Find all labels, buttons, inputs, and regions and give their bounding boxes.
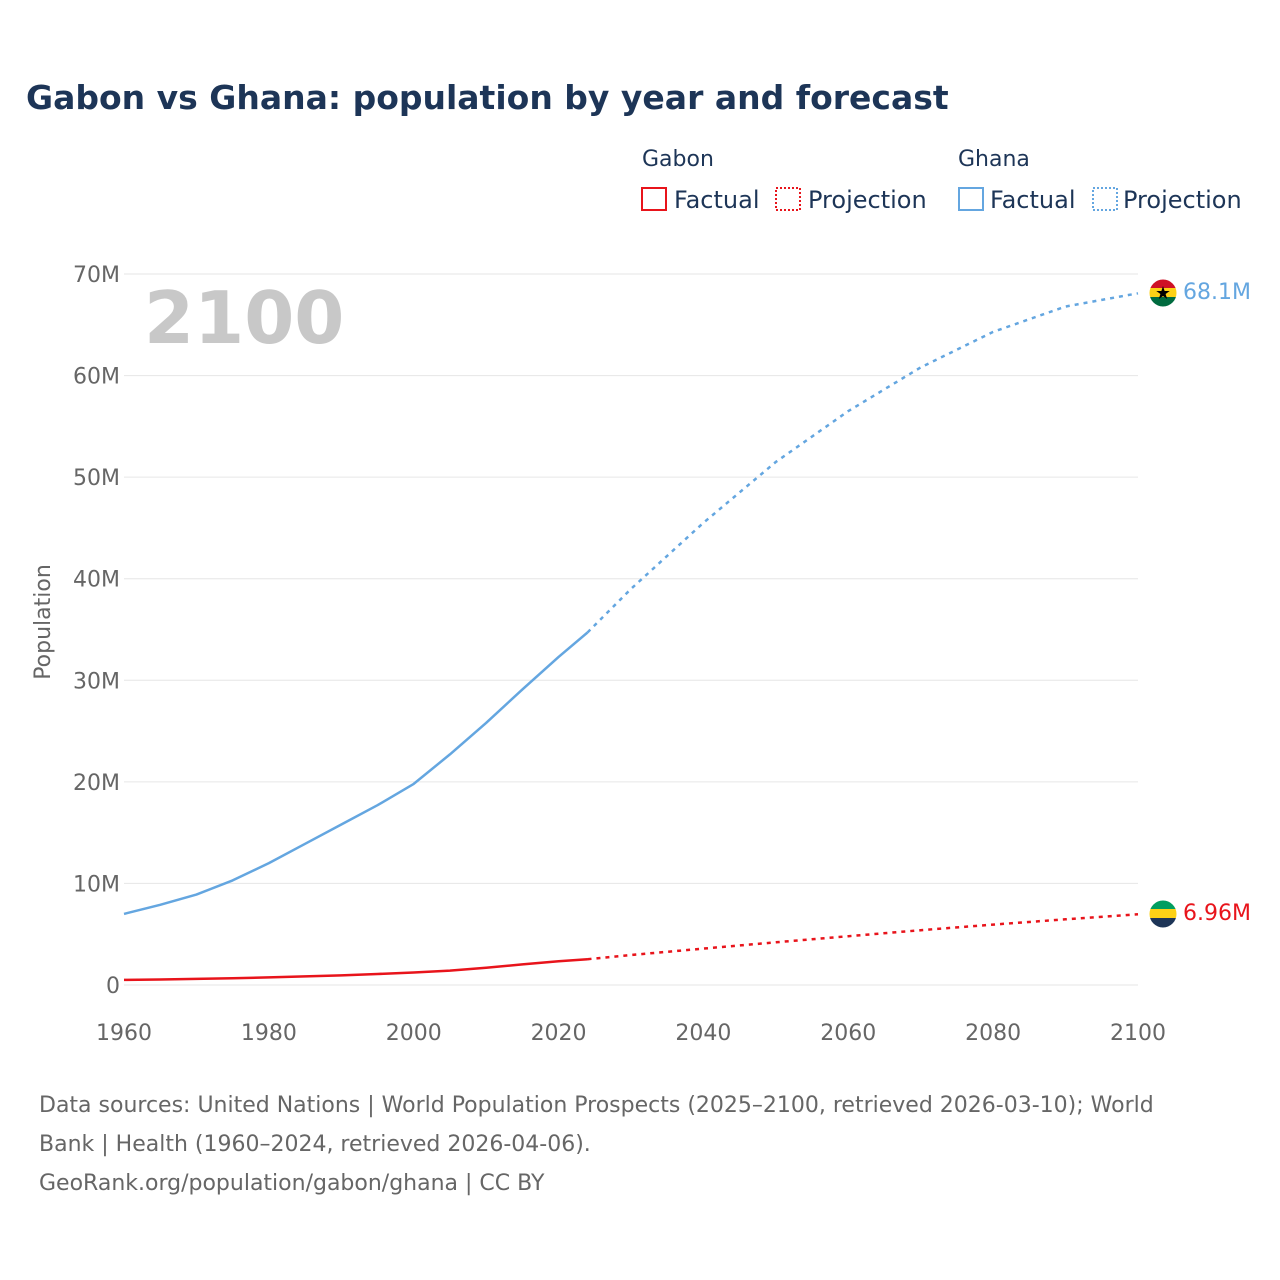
ghana-factual-line[interactable] [123, 631, 589, 916]
x-tick-label: 1980 [241, 1021, 297, 1046]
x-tick-label: 2000 [386, 1021, 442, 1046]
series-lines [123, 292, 1139, 982]
y-axis-ticks: 0 10M 20M 30M 40M 50M 60M 70M [73, 263, 120, 999]
x-tick-label: 2060 [820, 1021, 876, 1046]
y-tick-label: 0 [106, 974, 120, 999]
legend-label-ghana-factual[interactable]: Factual [990, 186, 1076, 214]
legend-group-gabon: Gabon [642, 147, 714, 172]
current-year-label: 2100 [144, 276, 344, 360]
y-tick-label: 40M [73, 568, 120, 593]
ghana-flag-icon [1148, 278, 1178, 308]
x-tick-label: 1960 [96, 1021, 152, 1046]
x-tick-label: 2100 [1110, 1021, 1166, 1046]
gabon-end-label: 6.96M [1183, 901, 1251, 926]
y-tick-label: 20M [73, 771, 120, 796]
legend-group-ghana: Ghana [958, 147, 1030, 172]
source-line-1: Data sources: United Nations | World Pop… [39, 1093, 1154, 1118]
gabon-projection-line[interactable] [587, 913, 1139, 961]
y-tick-label: 70M [73, 263, 120, 288]
legend-swatch-ghana-projection[interactable] [1092, 187, 1118, 211]
legend-swatch-ghana-factual[interactable] [958, 187, 984, 211]
gridlines [124, 273, 1138, 986]
y-tick-label: 10M [73, 872, 120, 897]
legend-label-gabon-projection[interactable]: Projection [808, 186, 927, 214]
legend: Gabon Factual Projection Ghana Factual P… [641, 147, 1242, 214]
y-tick-label: 30M [73, 669, 120, 694]
y-tick-label: 60M [73, 365, 120, 390]
legend-swatch-gabon-factual[interactable] [641, 187, 667, 211]
x-axis-ticks: 1960 1980 2000 2020 2040 2060 2080 2100 [96, 1021, 1166, 1046]
gabon-factual-line[interactable] [123, 957, 588, 982]
source-line-2: Bank | Health (1960–2024, retrieved 2026… [39, 1132, 591, 1157]
legend-swatch-gabon-projection[interactable] [775, 187, 801, 211]
gabon-flag-icon [1148, 899, 1178, 929]
ghana-end-label: 68.1M [1183, 280, 1251, 305]
y-tick-label: 50M [73, 466, 120, 491]
y-axis-label: Population [31, 564, 56, 680]
chart-title: Gabon vs Ghana: population by year and f… [26, 78, 949, 117]
source-line-3[interactable]: GeoRank.org/population/gabon/ghana | CC … [39, 1171, 545, 1196]
legend-label-ghana-projection[interactable]: Projection [1123, 186, 1242, 214]
x-tick-label: 2020 [531, 1021, 587, 1046]
x-tick-label: 2080 [965, 1021, 1021, 1046]
legend-label-gabon-factual[interactable]: Factual [674, 186, 760, 214]
ghana-projection-line[interactable] [586, 292, 1139, 634]
x-tick-label: 2040 [675, 1021, 731, 1046]
